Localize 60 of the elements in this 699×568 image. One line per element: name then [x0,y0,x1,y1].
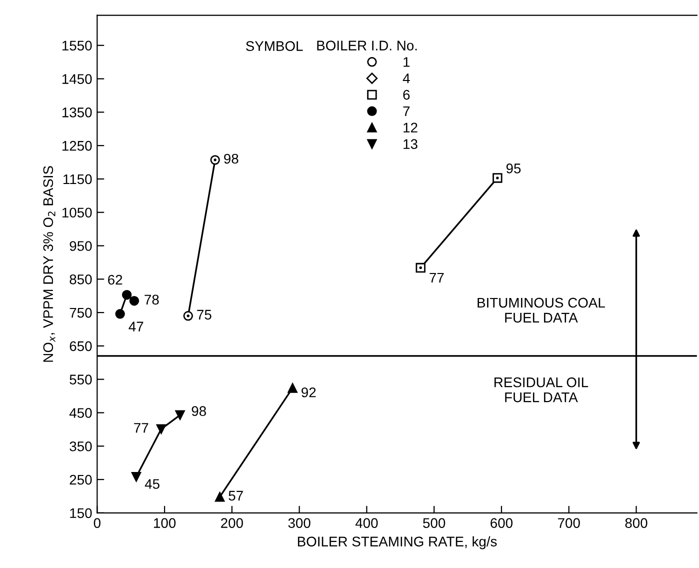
annotation: 57 [228,490,243,501]
annotation: 92 [302,387,316,398]
x-tick-label: 300 [288,518,310,528]
annotation: 62 [108,274,122,285]
y-tick-label: 1050 [62,208,92,218]
y-tick-label: 550 [70,374,92,384]
point [288,383,298,393]
y-tick-label: 1350 [62,108,92,118]
point [183,311,193,321]
annotation: 45 [144,479,160,489]
y-tick-label: 1450 [62,74,92,84]
y-tick-label: 750 [70,308,92,318]
annotation: RESIDUAL OIL FUEL DATA [494,377,588,402]
legend-label: 12 [404,122,418,132]
x-tick-label: 200 [221,518,243,528]
annotation: 98 [224,154,238,164]
annotation: SYMBOL [246,41,303,52]
annotation: 75 [197,310,212,320]
point [122,290,132,300]
legend-label: 4 [402,74,410,84]
legend-label: 6 [403,90,410,100]
point [156,424,166,434]
y-tick-label: 1250 [62,140,92,151]
x-tick-label: 0 [94,518,100,528]
x-tick-label: 800 [625,518,648,528]
y-tick-label: 250 [70,474,92,485]
point [131,472,142,482]
y-tick-label: 350 [70,441,92,452]
annotation: 77 [134,423,148,433]
point [175,410,185,420]
legend-label: 1 [404,57,410,67]
x-tick-label: 700 [558,518,580,528]
x-axis-title: BOILER STEAMING RATE, kg/s [298,536,497,550]
legend-label: 13 [404,139,418,149]
annotation: 77 [430,272,444,282]
y-tick-label: 1550 [62,40,92,51]
y-tick-label: 650 [70,341,92,352]
x-tick-label: 400 [355,518,378,528]
y-tick-label: 850 [70,274,92,284]
annotation: 98 [192,406,206,416]
point [492,173,502,183]
annotation: 95 [506,164,521,174]
y-tick-label: 1150 [63,174,92,184]
y-axis-title: NO$_{x}$, VPPM DRY 3% O$_{2}$ BASIS [43,166,56,362]
point [129,296,140,306]
x-tick-label: 100 [154,518,176,528]
x-tick-label: 600 [490,518,513,528]
point [416,262,426,273]
legend-title: BOILER I.D. No. [317,40,417,50]
point [214,492,225,502]
legend-label: 7 [403,106,410,116]
x-tick-label: 500 [423,518,446,528]
annotation: BITUMINOUS COAL FUEL DATA [478,298,605,323]
y-tick-label: 450 [69,408,92,418]
point [210,155,220,165]
annotation: 78 [144,294,159,305]
y-tick-label: 150 [70,508,92,518]
y-tick-label: 950 [70,241,92,251]
point [115,309,125,319]
annotation: 47 [128,322,144,332]
